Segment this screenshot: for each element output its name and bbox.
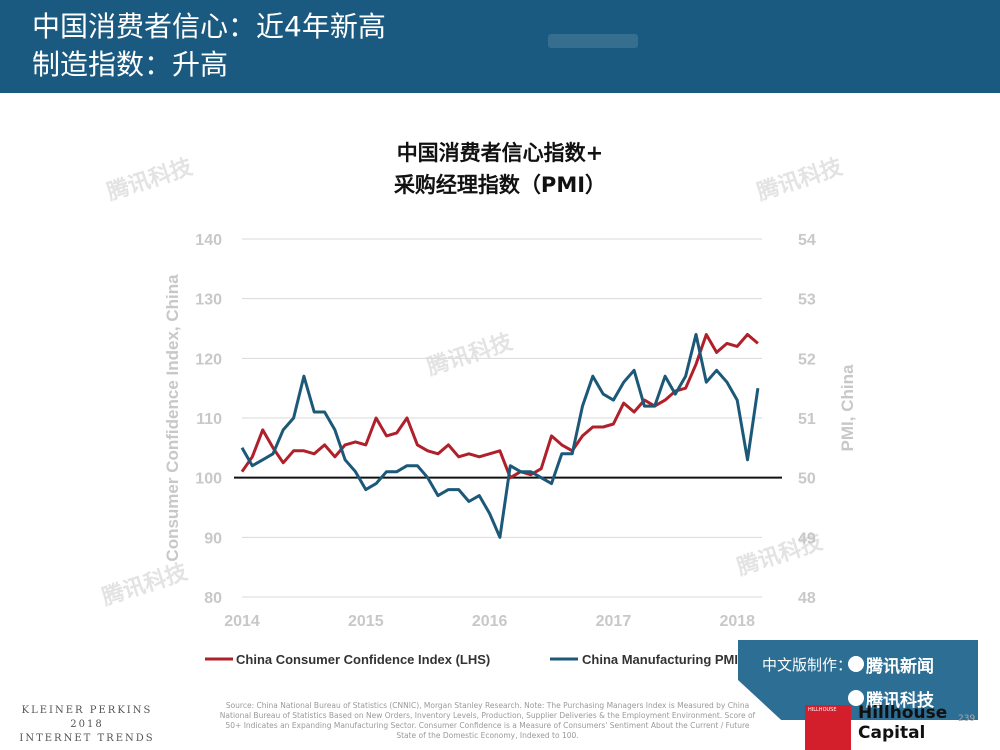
- series-line-consumer-confidence: [240, 333, 759, 480]
- badge-tencent-tech: 腾讯科技: [866, 691, 934, 711]
- y-right-tick-label: 53: [798, 292, 816, 309]
- brand-line-1: KLEINER PERKINS: [21, 705, 153, 716]
- y-right-tick-label: 49: [798, 530, 816, 547]
- y-right-tick-label: 48: [798, 590, 816, 607]
- source-note: Source: China National Bureau of Statist…: [219, 701, 756, 740]
- x-tick-label: 2016: [472, 613, 508, 630]
- page-number: 239: [958, 714, 976, 724]
- y-right-tick-label: 52: [798, 351, 816, 368]
- brand-line-2: 2018: [70, 719, 104, 730]
- chart-title-line: 采购经理指数（PMI）: [394, 173, 606, 197]
- badge-tencent-news: 腾讯新闻: [866, 657, 934, 677]
- hillhouse-logo: [805, 705, 851, 750]
- hillhouse-name: Hillhouse Capital: [858, 703, 947, 743]
- y-left-tick-label: 140: [195, 232, 222, 249]
- header-bar: 中国消费者信心：近4年新高 制造指数：升高: [0, 0, 1000, 93]
- legend-label: China Consumer Confidence Index (LHS): [236, 652, 490, 667]
- translation-badge: [738, 640, 978, 720]
- header-watermark: [548, 34, 638, 48]
- legend-label: China Manufacturing PMI (RHS): [582, 652, 778, 667]
- y-left-tick-label: 80: [204, 590, 222, 607]
- y-right-axis-label: PMI, China: [838, 364, 857, 451]
- watermark-text: 腾讯科技: [754, 154, 846, 205]
- y-left-tick-label: 90: [204, 530, 222, 547]
- kpcb-brand: KLEINER PERKINS 2018 INTERNET TRENDS: [12, 704, 162, 746]
- page-subtitle: 制造指数：升高: [32, 48, 229, 81]
- y-right-tick-label: 54: [798, 232, 816, 249]
- chart-title-line: 中国消费者信心指数+: [397, 141, 604, 165]
- hillhouse-line-2: Capital: [858, 723, 926, 743]
- x-tick-label: 2015: [348, 613, 384, 630]
- y-right-tick-label: 50: [798, 471, 816, 488]
- badge-prefix: 中文版制作：: [762, 656, 853, 674]
- watermark-text: 腾讯科技: [424, 329, 516, 380]
- x-tick-label: 2018: [719, 613, 755, 630]
- x-tick-label: 2017: [596, 613, 632, 630]
- hillhouse-logo-text: HILLHOUSE: [808, 707, 837, 713]
- dual-axis-line-chart: 腾讯科技 腾讯科技腾讯科技腾讯科技腾讯科技中国消费者信心指数+采购经理指数（PMI…: [99, 141, 857, 667]
- y-left-tick-label: 110: [196, 411, 222, 428]
- watermark-text: 腾讯科技: [99, 559, 191, 610]
- y-left-tick-label: 100: [195, 471, 222, 488]
- brand-line-3: INTERNET TRENDS: [19, 733, 155, 744]
- y-left-tick-label: 120: [195, 351, 222, 368]
- y-left-tick-label: 130: [195, 292, 222, 309]
- y-right-tick-label: 51: [798, 411, 816, 428]
- tencent-news-icon: [848, 656, 864, 672]
- watermark-text: 腾讯科技: [104, 154, 196, 205]
- tencent-tech-icon: [848, 690, 864, 706]
- series-line-manufacturing-pmi: [240, 333, 760, 539]
- y-left-axis-label: Consumer Confidence Index, China: [163, 274, 182, 562]
- x-tick-label: 2014: [224, 613, 260, 630]
- page-title: 中国消费者信心：近4年新高: [32, 10, 386, 43]
- hillhouse-line-1: Hillhouse: [858, 703, 948, 723]
